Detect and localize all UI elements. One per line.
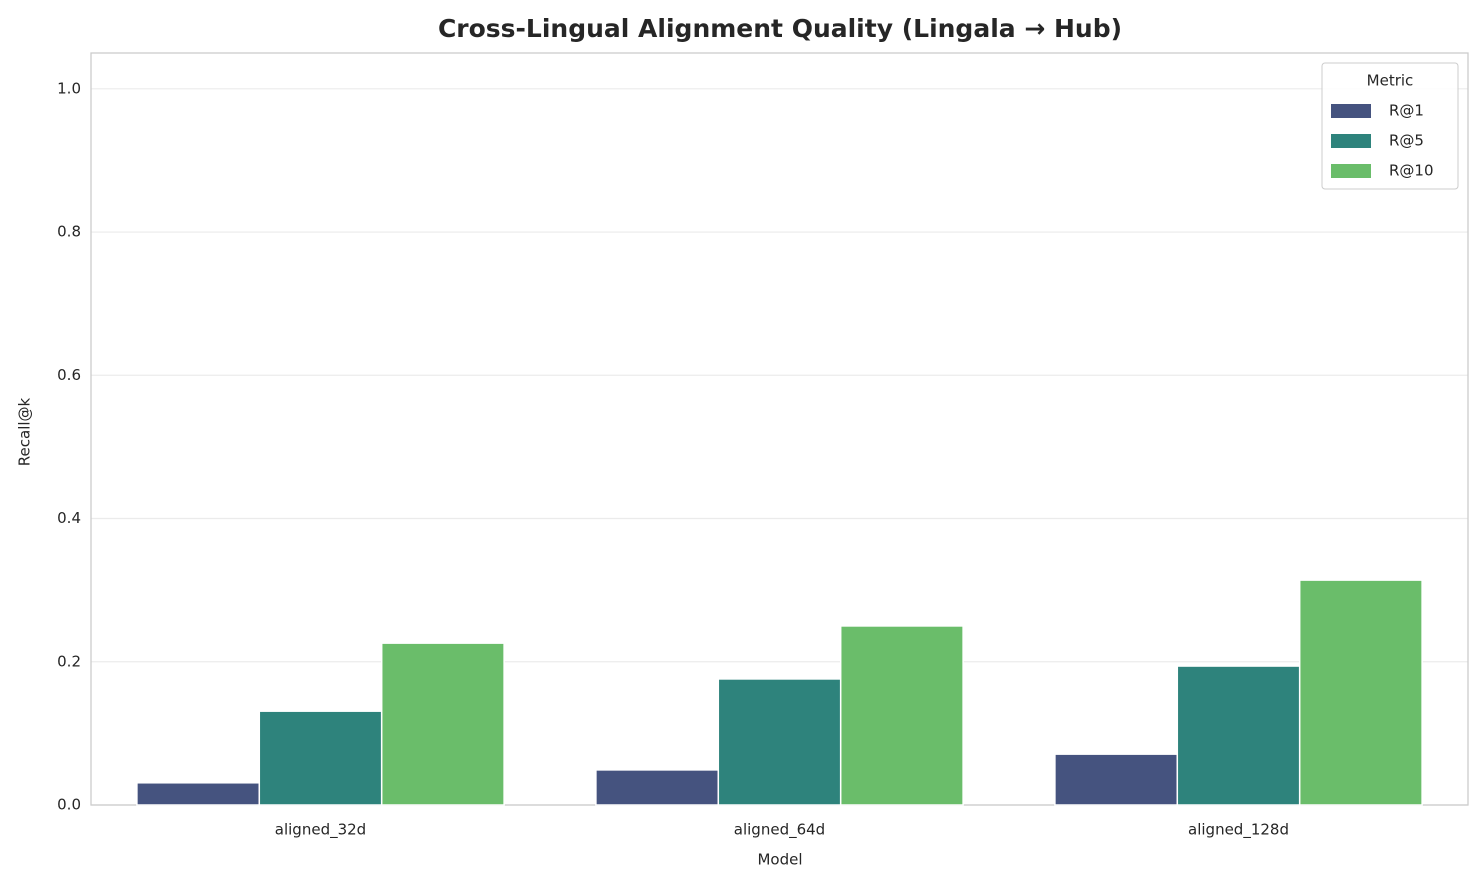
y-axis-label: Recall@k: [16, 397, 34, 466]
x-tick-label: aligned_32d: [275, 821, 366, 840]
x-tick-label: aligned_128d: [1188, 821, 1289, 840]
bar: [1054, 753, 1179, 806]
legend-swatch: [1331, 134, 1371, 148]
bar: [1176, 665, 1301, 806]
legend-box: [1321, 62, 1459, 190]
legend-swatch: [1331, 104, 1371, 118]
y-tick-label: 0.8: [57, 223, 81, 241]
legend-label: R@5: [1389, 132, 1424, 150]
bar: [136, 782, 261, 806]
bar: [380, 642, 505, 806]
y-tick-label: 0.2: [57, 652, 81, 670]
bar: [839, 625, 964, 806]
legend-label: R@10: [1389, 162, 1434, 180]
chart-title: Cross-Lingual Alignment Quality (Lingala…: [438, 14, 1122, 43]
y-tick-label: 0.6: [57, 366, 81, 384]
bar: [258, 710, 383, 806]
y-tick-label: 0.4: [57, 509, 81, 527]
bar: [1298, 579, 1423, 806]
y-tick-label: 0.0: [57, 796, 81, 814]
legend-title: Metric: [1367, 72, 1414, 90]
bar: [717, 678, 842, 806]
y-tick-label: 1.0: [57, 79, 81, 97]
x-axis-label: Model: [757, 851, 802, 869]
legend-label: R@1: [1389, 102, 1424, 120]
bar: [595, 769, 720, 806]
x-tick-label: aligned_64d: [734, 821, 825, 840]
legend-swatch: [1331, 164, 1371, 178]
